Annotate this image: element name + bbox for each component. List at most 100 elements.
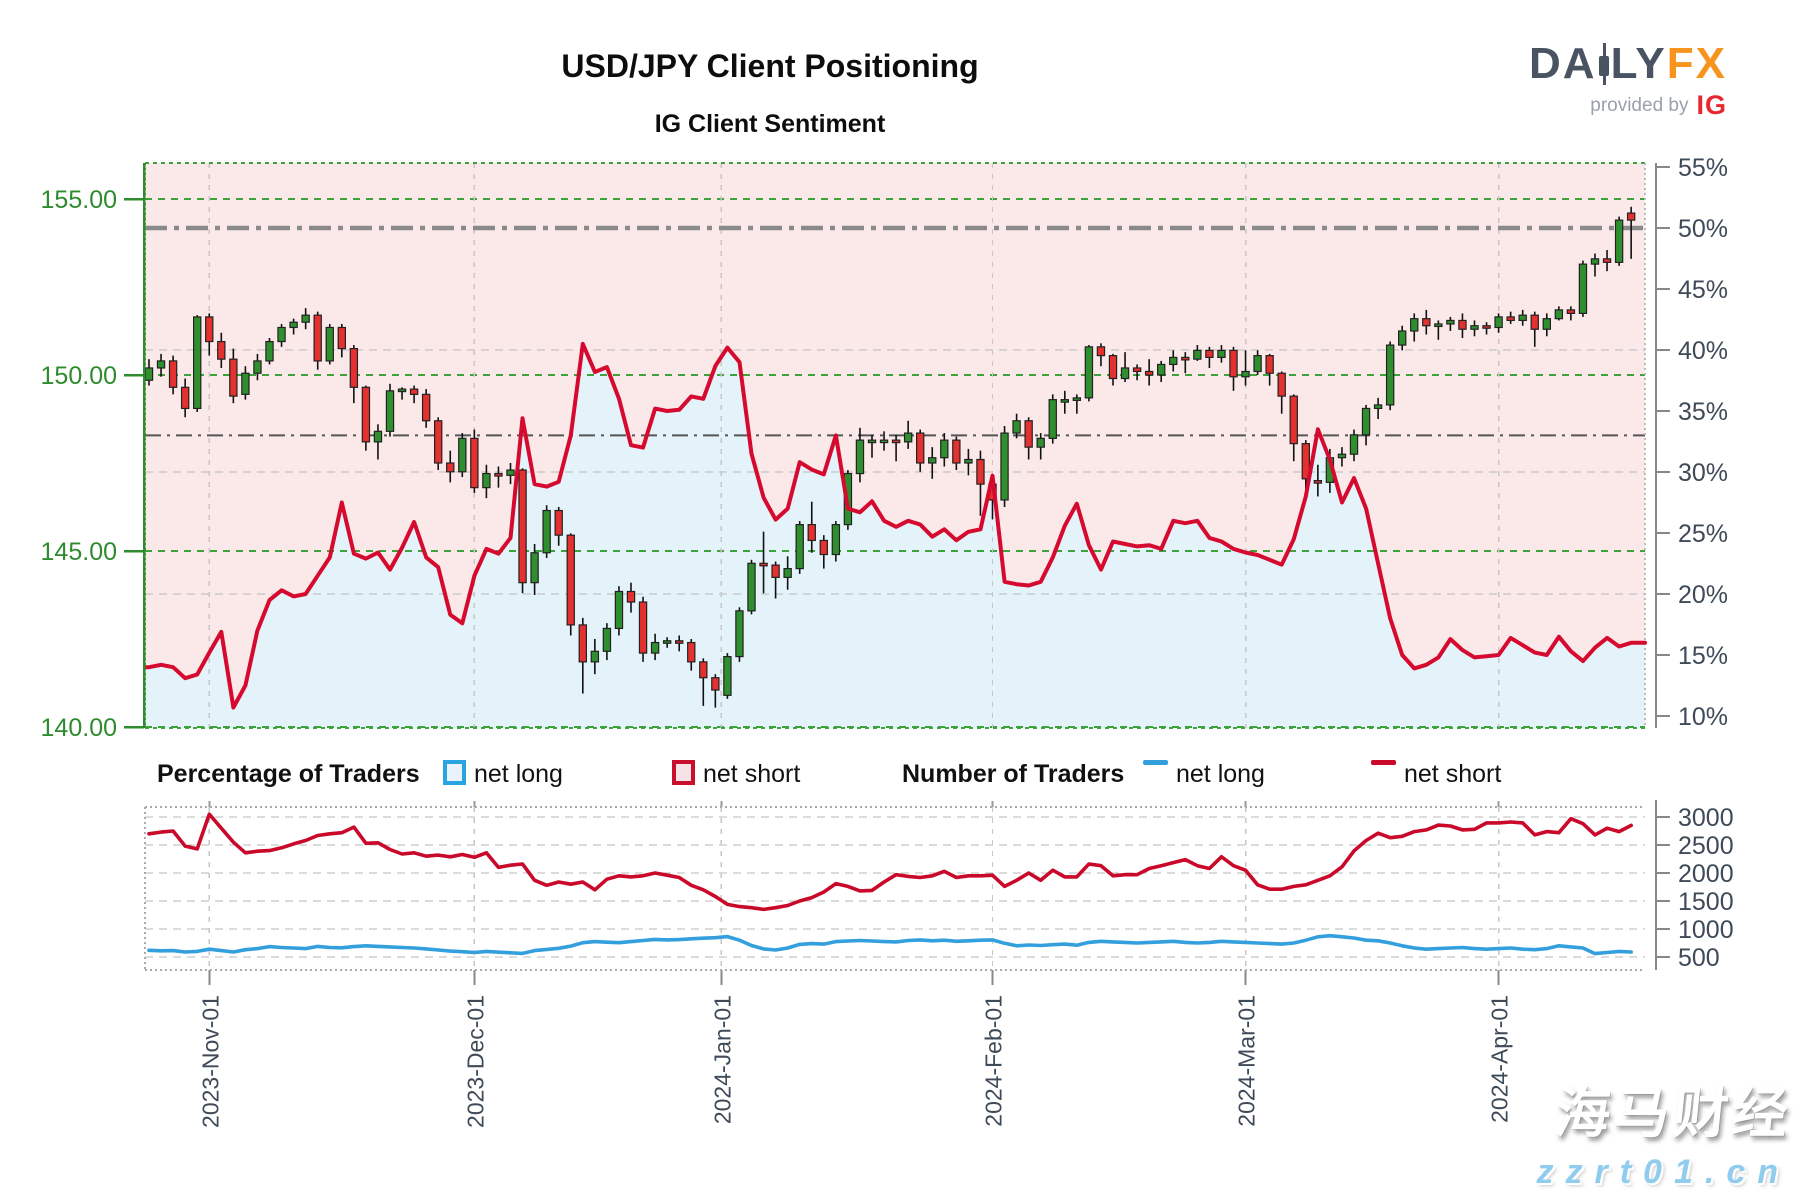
candlestick [482, 464, 491, 499]
sentiment-chart-svg: 155.00 150.00 145.00 140.00 55% 50% 45% 40% 35% 3… [41, 154, 1729, 742]
candlestick [421, 389, 431, 428]
provided-by: provided by IG [1529, 92, 1727, 119]
candlestick [289, 318, 298, 335]
provided-by-text: provided by [1590, 95, 1689, 116]
candlestick [928, 447, 937, 479]
candlestick [1181, 352, 1190, 374]
candlestick [1530, 311, 1539, 347]
count-tick-label: 500 [1678, 944, 1720, 972]
candlestick [735, 607, 744, 662]
candlestick [1566, 306, 1576, 321]
candlestick [1036, 433, 1045, 460]
candlestick [1458, 313, 1467, 339]
percent-tick-label: 50% [1678, 215, 1728, 243]
pct-net-long-swatch [443, 760, 466, 785]
candlestick [964, 448, 973, 476]
candlestick [1422, 309, 1431, 335]
candlestick [795, 521, 804, 574]
count-tick-label: 2000 [1678, 860, 1734, 888]
candlestick [470, 429, 479, 493]
candlestick [891, 434, 901, 462]
candlestick [674, 635, 684, 652]
candlestick [1156, 360, 1166, 383]
candlestick [1434, 320, 1443, 340]
price-tick-label: 150.00 [41, 362, 117, 390]
candlestick [1229, 346, 1238, 391]
candlestick [1349, 429, 1359, 462]
date-label: 2024-Mar-01 [1234, 995, 1260, 1127]
ig-logo: IG [1696, 90, 1727, 120]
price-tick-label: 145.00 [41, 538, 117, 566]
candlestick [397, 387, 407, 400]
logo-fx: FX [1666, 39, 1727, 88]
candlestick [1144, 359, 1154, 386]
candlestick [1602, 250, 1612, 272]
candlestick [446, 450, 455, 483]
chart-title: IG Client Sentiment [654, 110, 886, 138]
candlestick [1217, 345, 1226, 363]
candlestick [1578, 260, 1588, 317]
candlestick [1482, 322, 1491, 335]
pct-net-short-swatch [672, 760, 695, 785]
candlestick [1614, 216, 1624, 266]
candlestick [1410, 313, 1419, 342]
date-label: 2024-Apr-01 [1487, 995, 1513, 1123]
candlestick [783, 556, 792, 590]
candlestick [1313, 464, 1323, 497]
candlestick [771, 561, 780, 599]
candlestick [1626, 206, 1636, 259]
candlestick [759, 531, 768, 594]
candlestick [578, 617, 588, 694]
candlestick [1373, 397, 1383, 419]
candlestick [711, 674, 720, 708]
watermark-brand: 海马财经 [1552, 1082, 1795, 1144]
date-label: 2023-Nov-01 [197, 995, 223, 1128]
candlestick [1542, 313, 1551, 337]
candlestick [434, 417, 443, 471]
percent-tick-label: 55% [1678, 154, 1728, 182]
candlestick [518, 468, 527, 594]
price-tick-label: 140.00 [41, 714, 117, 742]
candlestick [976, 450, 985, 516]
pct-net-short-label: net short [703, 760, 801, 788]
percent-tick-label: 10% [1678, 703, 1728, 731]
pct-net-long-label: net long [474, 760, 563, 788]
candlestick [1024, 417, 1033, 460]
candlestick [1518, 309, 1527, 326]
percent-tick-label: 25% [1678, 520, 1728, 548]
candlestick [855, 427, 865, 483]
candlestick [1265, 353, 1274, 386]
candlestick [650, 633, 660, 661]
count-tick-label: 1000 [1678, 916, 1734, 944]
candlestick [1554, 306, 1564, 321]
percent-tick-label: 45% [1678, 276, 1728, 304]
date-label: 2024-Jan-01 [709, 995, 735, 1124]
candlestick [699, 658, 708, 706]
count-tick-label: 2500 [1678, 832, 1734, 860]
candlestick [1590, 253, 1600, 277]
watermark-url: zzrt01.cn [1536, 1153, 1790, 1191]
candlestick [1397, 325, 1407, 351]
candlestick [1072, 394, 1082, 414]
dailyfx-wordmark: DA LY FX [1529, 42, 1727, 86]
count-net-short-swatch [1371, 760, 1396, 765]
candlestick [349, 345, 359, 404]
logo-da: DA [1529, 39, 1597, 88]
legend: Percentage of Traders net long net short… [0, 760, 1800, 796]
candlestick [723, 653, 732, 699]
candlestick [903, 420, 913, 449]
candlestick [1361, 404, 1371, 446]
logo-ly: LY [1610, 39, 1667, 88]
candlestick [313, 311, 322, 370]
candlestick [1132, 364, 1142, 381]
candlestick [373, 424, 383, 460]
candlestick [530, 543, 539, 595]
candlestick [1506, 311, 1515, 324]
candlestick [1048, 394, 1057, 444]
candlestick [1289, 394, 1298, 462]
count-tick-label: 1500 [1678, 888, 1734, 916]
percent-tick-label: 40% [1678, 337, 1728, 365]
candlestick [807, 501, 816, 553]
